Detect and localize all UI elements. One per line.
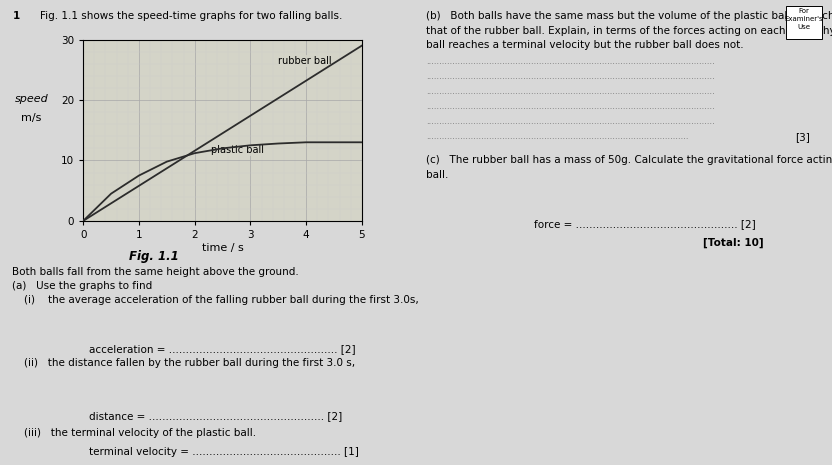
Text: speed: speed: [15, 94, 48, 104]
Text: ball.: ball.: [426, 170, 448, 179]
Text: [3]: [3]: [795, 132, 810, 142]
Text: ................................................................................: ........................................…: [426, 57, 715, 66]
Text: distance = .................................................... [2]: distance = .............................…: [89, 411, 342, 421]
Text: ball reaches a terminal velocity but the rubber ball does not.: ball reaches a terminal velocity but the…: [426, 40, 744, 50]
Text: ................................................................................: ........................................…: [426, 117, 715, 126]
Text: (c)   The rubber ball has a mass of 50g. Calculate the gravitational force actin: (c) The rubber ball has a mass of 50g. C…: [426, 155, 832, 165]
Text: force = ................................................ [2]: force = ................................…: [534, 219, 756, 229]
Text: (ii)   the distance fallen by the rubber ball during the first 3.0 s,: (ii) the distance fallen by the rubber b…: [24, 358, 355, 368]
Text: For
Examiner's
Use: For Examiner's Use: [785, 8, 824, 30]
Text: (i)    the average acceleration of the falling rubber ball during the first 3.0s: (i) the average acceleration of the fall…: [24, 295, 419, 306]
Text: plastic ball: plastic ball: [211, 145, 265, 154]
X-axis label: time / s: time / s: [201, 243, 244, 252]
Text: ................................................................................: ........................................…: [426, 87, 715, 96]
Text: ................................................................................: ........................................…: [426, 72, 715, 81]
Text: Fig. 1.1: Fig. 1.1: [129, 250, 179, 263]
Text: [Total: 10]: [Total: 10]: [703, 238, 764, 248]
Text: ................................................................................: ........................................…: [426, 132, 689, 141]
Text: m/s: m/s: [22, 113, 42, 122]
Text: terminal velocity = ............................................ [1]: terminal velocity = ....................…: [89, 447, 359, 457]
Text: ................................................................................: ........................................…: [426, 102, 715, 111]
Text: Fig. 1.1 shows the speed-time graphs for two falling balls.: Fig. 1.1 shows the speed-time graphs for…: [41, 12, 343, 21]
Text: (b)   Both balls have the same mass but the volume of the plastic ball is much g: (b) Both balls have the same mass but th…: [426, 12, 832, 21]
Text: Both balls fall from the same height above the ground.: Both balls fall from the same height abo…: [12, 267, 299, 277]
Text: that of the rubber ball. Explain, in terms of the forces acting on each ball, wh: that of the rubber ball. Explain, in ter…: [426, 26, 832, 36]
Text: (a)   Use the graphs to find: (a) Use the graphs to find: [12, 281, 152, 291]
Text: rubber ball: rubber ball: [279, 56, 332, 66]
Text: (iii)   the terminal velocity of the plastic ball.: (iii) the terminal velocity of the plast…: [24, 427, 256, 438]
Text: acceleration = .................................................. [2]: acceleration = .........................…: [89, 344, 355, 354]
Text: 1: 1: [12, 12, 20, 21]
FancyBboxPatch shape: [785, 6, 823, 39]
